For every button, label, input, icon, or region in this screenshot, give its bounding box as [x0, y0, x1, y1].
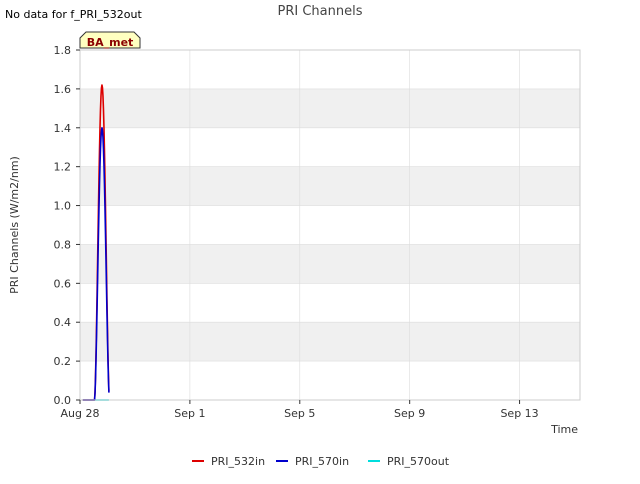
grid-band	[80, 244, 580, 284]
grid-bands	[80, 88, 580, 362]
y-tick-label: 0.0	[54, 394, 72, 407]
axes: 0.0 0.2 0.4 0.6 0.8 1.0 1.2 1.4 1.6 1.8 Aug 28 Sep …	[54, 44, 539, 420]
y-tick-label: 1.2	[54, 161, 72, 174]
y-tick-label: 1.8	[54, 44, 72, 57]
y-tick-label: 1.4	[54, 122, 72, 135]
grid-band	[80, 88, 580, 128]
chart-title: PRI Channels	[278, 4, 363, 19]
y-tick-label: 0.8	[54, 238, 72, 251]
legend-label: PRI_570out	[387, 455, 450, 468]
badge-shape	[79, 31, 141, 49]
x-tick-label: Sep 9	[394, 407, 425, 420]
x-tick-label: Sep 13	[500, 407, 538, 420]
no-data-note: No data for f_PRI_532out	[5, 8, 142, 21]
y-tick-label: 1.0	[54, 200, 72, 213]
grid-band	[80, 322, 580, 362]
series-line-PRI_570in	[82, 126, 110, 401]
ba-met-badge: BA_met	[79, 31, 141, 49]
x-tick-label: Aug 28	[61, 407, 100, 420]
x-tick-label: Sep 1	[174, 407, 205, 420]
y-tick-label: 0.4	[54, 316, 72, 329]
y-tick-label: 0.6	[54, 277, 72, 290]
y-tick-label: 1.6	[54, 83, 72, 96]
badge-label: BA_met	[87, 36, 134, 49]
legend-label: PRI_532in	[211, 455, 265, 468]
y-axis-label: PRI Channels (W/m2/nm)	[8, 156, 21, 294]
x-axis-label: Time	[550, 423, 578, 436]
y-tick-label: 0.2	[54, 355, 72, 368]
legend-label: PRI_570in	[295, 455, 349, 468]
grid-band	[80, 166, 580, 206]
x-tick-label: Sep 5	[284, 407, 315, 420]
legend: PRI_532in PRI_570in PRI_570out	[192, 455, 450, 468]
plot-frame	[79, 49, 581, 401]
